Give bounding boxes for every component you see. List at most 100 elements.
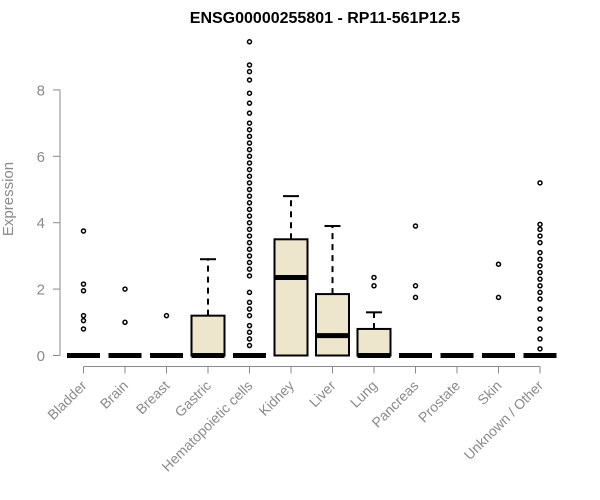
box-unknown-other — [523, 180, 557, 358]
outlier-point — [80, 281, 87, 287]
outlier-point — [122, 319, 128, 326]
box-pancreas — [399, 223, 432, 358]
outlier-point — [163, 312, 170, 319]
boxes-layer — [67, 39, 557, 358]
box-body — [190, 314, 226, 357]
outlier-point — [537, 316, 543, 322]
x-tick-label-bladder: Bladder — [44, 377, 90, 423]
box-hematopoietic-cells — [233, 39, 266, 358]
outlier-point — [246, 226, 253, 233]
outlier-point — [537, 283, 543, 289]
box-bladder — [67, 228, 100, 358]
outlier-point — [246, 126, 253, 133]
outlier-point — [537, 249, 543, 256]
x-tick-label-skin: Skin — [474, 377, 505, 408]
box-body — [273, 238, 309, 357]
outlier-point — [537, 296, 543, 302]
outlier-point — [80, 326, 87, 332]
y-tick-label: 6 — [37, 149, 45, 166]
outlier-point — [246, 186, 253, 193]
outlier-point — [537, 289, 543, 296]
outlier-point — [371, 283, 377, 289]
outlier-point — [537, 233, 543, 239]
outlier-point — [537, 239, 543, 246]
outlier-point — [412, 294, 419, 301]
outlier-point — [537, 269, 543, 276]
y-axis: 0 2 4 6 8 — [37, 82, 61, 365]
outlier-point — [246, 77, 253, 83]
outlier-point — [537, 276, 543, 282]
outlier-point — [122, 286, 128, 292]
outlier-point — [246, 193, 253, 199]
outlier-point — [246, 322, 253, 329]
outlier-point — [371, 274, 377, 281]
y-tick-label: 2 — [37, 282, 45, 299]
outlier-point — [246, 289, 253, 296]
outlier-point — [246, 100, 253, 106]
outlier-point — [246, 173, 253, 179]
outlier-point — [246, 133, 253, 140]
y-axis-label: Expression — [0, 162, 17, 236]
box-breast — [150, 312, 183, 358]
outlier-point — [537, 346, 543, 352]
outlier-point — [246, 166, 253, 173]
outlier-point — [246, 160, 253, 166]
outlier-point — [246, 299, 253, 306]
outlier-point — [537, 221, 543, 228]
x-tick-label-breast: Breast — [133, 377, 173, 417]
outlier-point — [246, 110, 253, 116]
outlier-point — [246, 68, 253, 75]
outlier-point — [246, 336, 253, 342]
outlier-point — [246, 146, 253, 153]
outlier-point — [246, 213, 253, 219]
outlier-point — [246, 140, 253, 146]
outlier-point — [537, 256, 543, 262]
outlier-point — [246, 273, 253, 279]
outlier-point — [537, 326, 543, 332]
x-tick-label-kidney: Kidney — [256, 377, 298, 419]
outlier-point — [246, 180, 253, 186]
outlier-point — [246, 329, 253, 336]
outlier-point — [246, 200, 253, 206]
outlier-point — [246, 39, 253, 45]
outlier-point — [537, 180, 543, 186]
outlier-point — [246, 246, 253, 253]
box-skin — [482, 261, 515, 358]
outlier-point — [412, 283, 419, 289]
chart-title: ENSG00000255801 - RP11-561P12.5 — [190, 10, 461, 27]
y-tick-label: 0 — [37, 348, 45, 365]
outlier-point — [246, 266, 253, 272]
outlier-point — [495, 261, 502, 267]
box-kidney — [273, 195, 309, 357]
box-body — [356, 327, 392, 357]
outlier-point — [80, 312, 87, 319]
outlier-point — [246, 253, 253, 259]
outlier-point — [246, 206, 253, 213]
outlier-point — [246, 306, 253, 312]
outlier-point — [537, 226, 543, 233]
outlier-point — [537, 263, 543, 269]
x-tick-label-brain: Brain — [97, 377, 131, 411]
x-tick-label-unknown-other: Unknown / Other — [461, 377, 547, 463]
outlier-point — [246, 239, 253, 246]
outlier-point — [246, 312, 253, 319]
outlier-point — [80, 288, 87, 294]
outlier-point — [246, 120, 253, 126]
outlier-point — [246, 233, 253, 239]
outlier-point — [246, 342, 253, 349]
outlier-point — [412, 223, 419, 229]
outlier-point — [246, 90, 253, 96]
box-lung — [356, 274, 392, 358]
outlier-point — [537, 336, 543, 342]
box-body — [315, 293, 350, 357]
box-brain — [108, 286, 142, 358]
box-liver — [315, 225, 350, 357]
outlier-point — [246, 62, 253, 68]
outlier-point — [246, 259, 253, 266]
outlier-point — [80, 228, 87, 234]
x-tick-label-liver: Liver — [306, 377, 339, 410]
y-tick-label: 8 — [37, 82, 45, 99]
